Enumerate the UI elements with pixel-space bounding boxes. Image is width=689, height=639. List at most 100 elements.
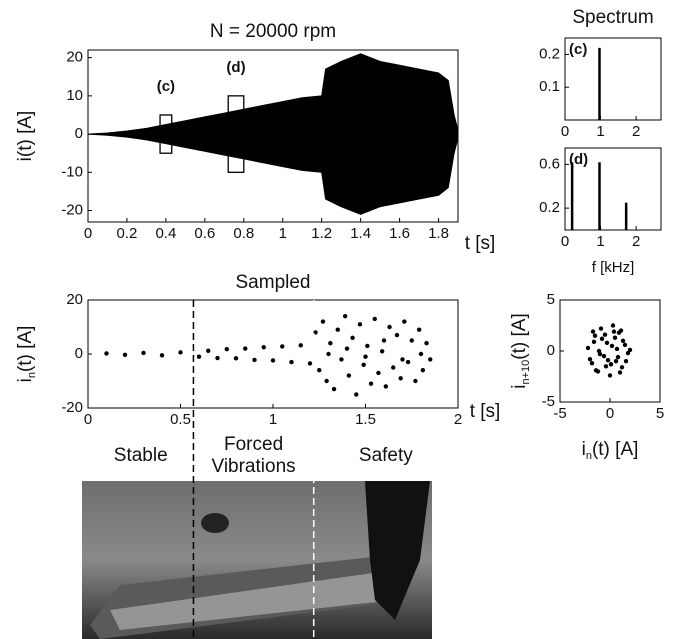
sample-point [413,378,418,384]
sample-point [331,386,337,392]
sample-point [591,339,597,345]
y-tick-label: 0 [75,125,83,142]
sample-point [379,349,385,354]
sample-point [339,357,344,362]
x-tick-label: 0 [606,405,614,422]
regime-label: Stable [114,445,168,466]
sample-point [289,359,294,365]
annotation-label: (d) [226,59,245,76]
sample-point [361,362,366,367]
sample-point [159,353,165,358]
y-axis-label: in+10(t) [A] [509,313,532,388]
x-axis-label-part: t [s] [465,233,496,254]
x-axis-label: t [s] [465,233,496,254]
regime-label: Vibrations [211,456,295,477]
sample-point [428,357,433,362]
x-axis-label-part: (t) [A] [592,439,638,460]
x-tick-label: 0.4 [155,225,176,242]
envelope-upper [87,53,459,135]
sample-point [383,384,389,389]
sample-point [350,335,355,340]
y-tick-label: 0 [75,345,83,362]
y-tick-label: 0.2 [539,45,560,62]
x-tick-label: 2 [454,411,462,428]
y-axis-label-part: i(t) [A] [15,111,36,162]
sample-point [363,354,368,359]
y-tick-label: 0 [547,342,555,359]
x-tick-label: 1.8 [428,225,449,242]
sample-point [346,373,352,378]
sample-point [593,368,599,373]
sample-point [607,373,613,378]
panel-label: (d) [569,151,588,168]
sample-point [400,357,405,362]
sample-point [398,376,403,381]
sample-point [354,392,359,397]
sample-point [320,319,326,324]
y-axis-label-part: i [15,378,36,382]
sample-point [342,314,348,319]
annotation-box [159,114,173,154]
envelope-lower [87,133,459,215]
sample-point [604,340,610,346]
y-tick-label: 20 [66,291,83,308]
sample-point [623,359,629,364]
sample-point [206,348,211,353]
y-axis-label-part: i [509,385,530,389]
sample-point [215,355,220,361]
sample-point [324,378,329,384]
sample-point [424,341,429,346]
sample-point [402,319,407,324]
y-tick-label: -20 [61,202,83,219]
x-axis-label-part: t [s] [470,401,501,422]
sample-point [307,361,313,366]
sample-point [317,368,322,373]
sample-point [280,344,285,349]
x-tick-label: 2 [632,123,640,140]
sample-point [613,359,619,364]
sample-point [224,346,229,352]
sample-point [420,368,426,373]
sample-point [252,357,257,363]
sample-point [328,341,333,346]
sample-point [416,327,422,332]
sample-point [612,335,618,340]
sample-point [589,361,595,366]
sample-point [376,370,381,376]
plot-frame [564,37,662,121]
annotation-box [227,95,245,173]
sample-point [298,343,303,348]
sample-point [122,352,128,358]
sample-point [391,365,396,370]
y-axis-label-part: (t) [A] [509,313,530,359]
sample-point [357,322,363,327]
sample-point [601,353,607,359]
x-tick-label: 0 [561,123,569,140]
sample-point [409,338,414,343]
sample-point [620,338,626,343]
sample-point [610,323,616,328]
sample-point [614,346,620,352]
x-tick-label: 1 [269,411,277,428]
chart-title: Spectrum [572,7,653,28]
sample-point [372,316,377,322]
regime-label: Safety [359,445,413,466]
sample-point [196,354,202,359]
sample-point [387,324,392,330]
sample-point [335,327,340,332]
y-axis-label: in(t) [A] [15,326,38,383]
x-axis-label-part: n [586,450,592,462]
sample-point [599,336,605,341]
x-tick-label: 2 [632,233,640,250]
x-tick-label: 0 [561,233,569,250]
sample-point [243,346,248,351]
y-axis-label-part: (t) [A] [15,326,36,372]
sample-point [611,329,617,334]
x-tick-label: 1.5 [355,411,376,428]
x-tick-label: 1 [279,225,287,242]
sample-point [418,351,424,357]
x-tick-label: 1 [596,233,604,250]
chart-title: N = 20000 rpm [210,21,336,42]
sample-point [270,358,276,363]
sample-point [590,329,596,334]
